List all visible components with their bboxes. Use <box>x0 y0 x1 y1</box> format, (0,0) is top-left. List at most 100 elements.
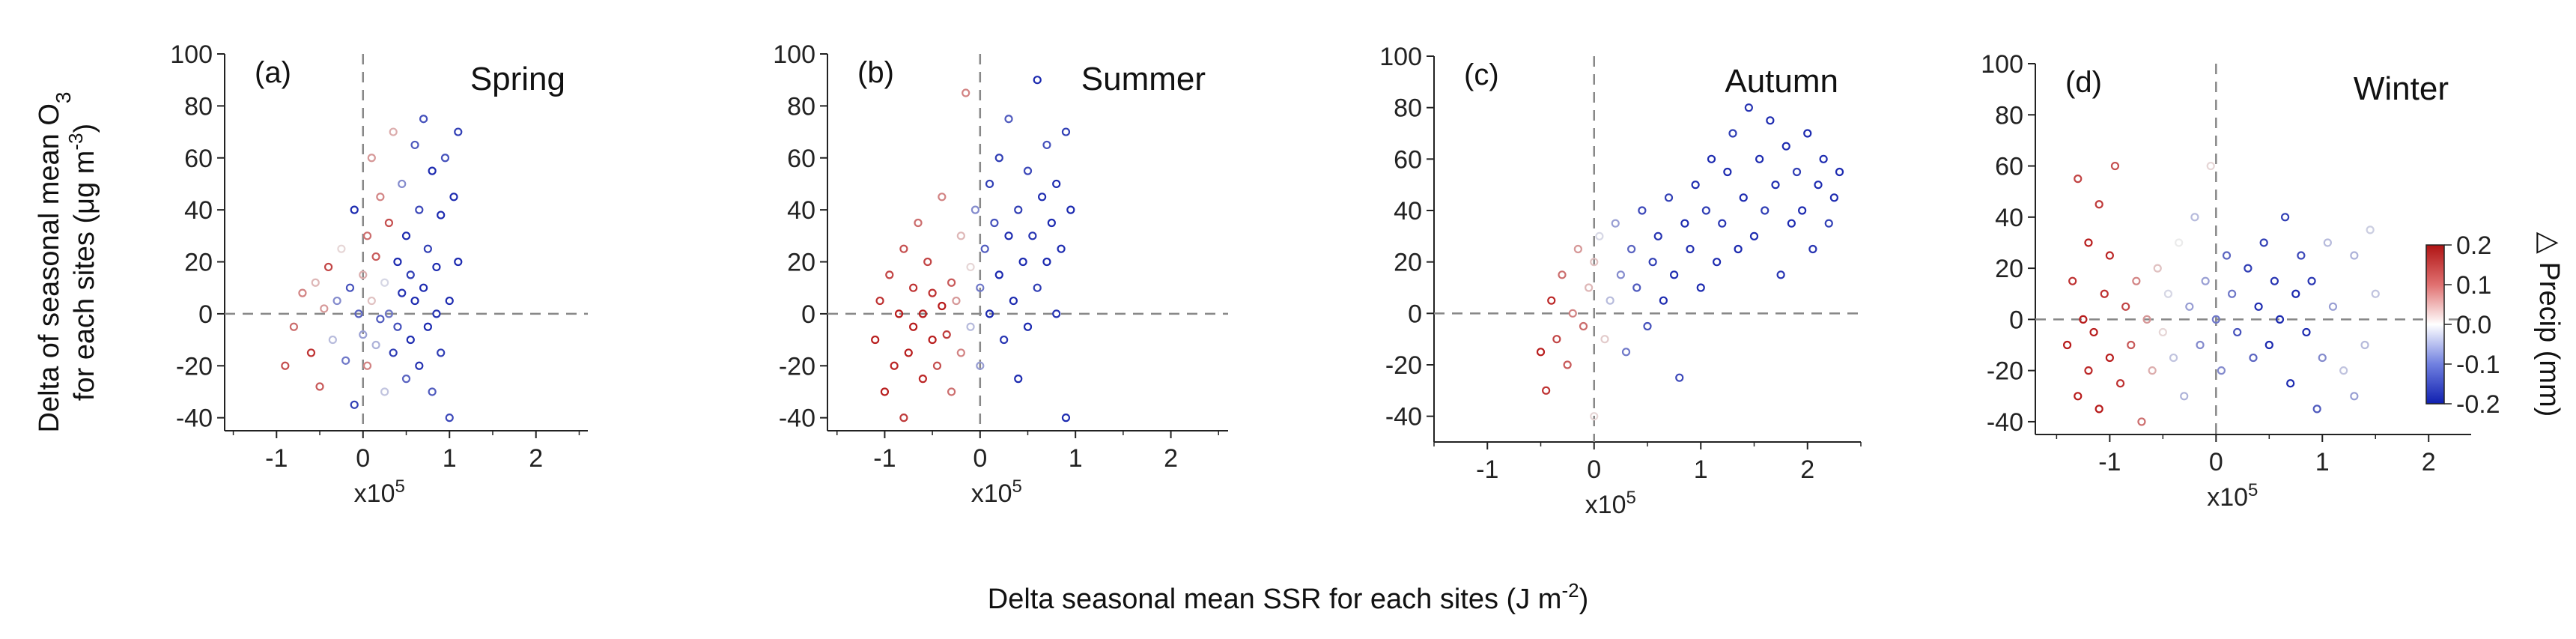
scatter-point <box>1824 219 1833 228</box>
scatter-point <box>947 278 956 287</box>
scatter-point <box>1648 258 1657 267</box>
scatter-point <box>1798 206 1807 215</box>
scatter-point <box>1787 219 1796 228</box>
x-tick-label: -1 <box>265 444 288 473</box>
scatter-point <box>2084 238 2093 247</box>
scatter-point <box>354 309 363 318</box>
scatter-point <box>890 361 899 370</box>
scatter-point <box>1038 193 1047 202</box>
y-tick-label: 40 <box>184 196 213 225</box>
scatter-point <box>1052 309 1061 318</box>
scatter-point <box>1749 231 1759 240</box>
scatter-point <box>2100 289 2109 298</box>
scatter-point <box>1643 321 1652 331</box>
scatter-point <box>2163 289 2173 298</box>
scatter-point <box>2068 276 2077 285</box>
scatter-point <box>1701 206 1710 215</box>
scatter-point <box>1066 205 1075 214</box>
scatter-point <box>1009 296 1018 306</box>
scatter-point <box>380 387 389 396</box>
scatter-point <box>899 244 908 253</box>
scatter-point <box>2121 302 2130 311</box>
scatter-point <box>2312 405 2321 414</box>
y-tick-label: -40 <box>1385 403 1422 431</box>
scatter-point <box>956 231 965 240</box>
scatter-point <box>985 309 994 318</box>
y-tick-label: 80 <box>787 92 815 121</box>
scatter-point <box>1803 129 1812 138</box>
panel-letter: (d) <box>2065 66 2102 99</box>
scatter-point <box>359 330 368 339</box>
scatter-point <box>2142 315 2151 324</box>
y-tick-label: 40 <box>1995 204 2023 232</box>
y-tick-label: 100 <box>170 40 213 69</box>
scatter-point <box>2062 340 2072 350</box>
scatter-point <box>1023 322 1033 331</box>
scatter-point <box>345 283 355 292</box>
scatter-point <box>362 361 372 370</box>
scatter-point <box>306 348 316 357</box>
scatter-point <box>1547 296 1556 305</box>
scatter-point <box>1734 244 1743 254</box>
scatter-point <box>423 322 432 331</box>
scatter-point <box>1686 244 1695 254</box>
scatter-point <box>2254 302 2263 311</box>
scatter-point <box>1004 115 1013 124</box>
scatter-point <box>2307 276 2316 285</box>
scatter-point <box>966 322 975 331</box>
scatter-point <box>2206 161 2215 171</box>
x-tick-label: 0 <box>973 444 987 473</box>
scatter-point <box>966 262 975 272</box>
scatter-point <box>1590 258 1599 267</box>
scatter-point <box>289 322 298 331</box>
scatter-point <box>2217 366 2226 375</box>
scatter-point <box>323 262 333 272</box>
scatter-point <box>2228 289 2237 298</box>
scatter-point <box>410 140 419 150</box>
scatter-point <box>1659 296 1668 305</box>
x-multiplier-label: x105 <box>354 476 405 509</box>
colorbar-tick-label: 0.2 <box>2456 231 2491 260</box>
scatter-point <box>990 218 999 228</box>
scatter-point <box>1595 231 1604 240</box>
scatter-point <box>454 257 463 267</box>
x-tick-label: 1 <box>1694 455 1708 484</box>
scatter-point <box>1057 244 1066 253</box>
scatter-point <box>1061 127 1071 136</box>
x-tick-label: 2 <box>529 444 543 473</box>
x-tick-label: 0 <box>1587 455 1601 484</box>
scatter-point <box>1755 154 1764 163</box>
scatter-point <box>1675 373 1684 382</box>
panel-title: Autumn <box>1725 63 1838 100</box>
scatter-point <box>994 154 1003 163</box>
colorbar: 0.2 0.1 0.0 -0.1 -0.2 <box>2425 231 2500 419</box>
scatter-point <box>2105 251 2114 260</box>
scatter-point <box>962 88 970 97</box>
scatter-point <box>932 361 942 370</box>
scatter-point <box>2249 353 2258 363</box>
scatter-point <box>1536 348 1546 357</box>
x-tick-label: -1 <box>873 444 896 473</box>
scatter-point <box>1585 283 1594 292</box>
colorbar-tick-label: 0.1 <box>2456 271 2491 300</box>
scatter-point <box>994 270 1003 279</box>
scatter-point <box>1761 206 1770 215</box>
scatter-point <box>367 296 376 306</box>
scatter-point <box>1014 375 1023 384</box>
y-tick-label: 60 <box>184 145 213 173</box>
scatter-point <box>1573 244 1582 254</box>
scatter-point <box>423 244 432 253</box>
scatter-point <box>2233 327 2242 337</box>
panel-letter: (a) <box>255 56 291 89</box>
scatter-point <box>410 296 419 306</box>
scatter-point <box>2115 379 2125 388</box>
scatter-point <box>393 322 402 331</box>
y-tick-label: -20 <box>1987 357 2023 386</box>
colorbar-tick-label: -0.1 <box>2456 351 2500 379</box>
scatter-point <box>1600 335 1609 344</box>
scatter-point <box>454 127 463 136</box>
scatter-point <box>389 127 398 136</box>
scatter-point <box>1621 348 1631 357</box>
scatter-point <box>2148 366 2157 375</box>
scatter-point <box>1638 206 1647 215</box>
